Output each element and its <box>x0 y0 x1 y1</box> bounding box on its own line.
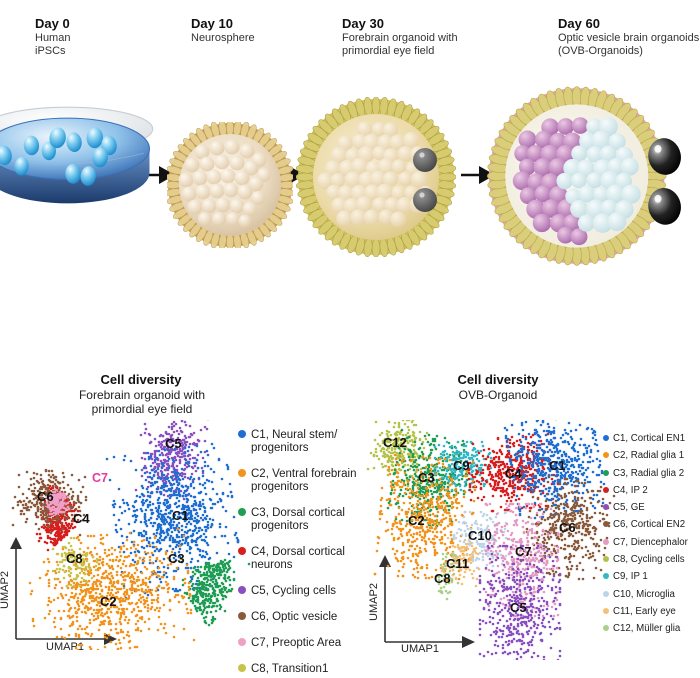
svg-text:C3: C3 <box>168 551 185 566</box>
svg-text:UMAP2: UMAP2 <box>368 583 380 621</box>
svg-text:UMAP2: UMAP2 <box>0 571 11 609</box>
svg-text:C4: C4 <box>73 511 90 526</box>
svg-text:C5: C5 <box>165 436 182 451</box>
svg-text:UMAP1: UMAP1 <box>401 643 439 655</box>
svg-text:C8: C8 <box>66 551 83 566</box>
svg-text:C7: C7 <box>92 471 108 485</box>
svg-text:C2: C2 <box>100 594 117 609</box>
svg-text:C6: C6 <box>37 489 54 504</box>
svg-text:C1: C1 <box>172 508 189 523</box>
